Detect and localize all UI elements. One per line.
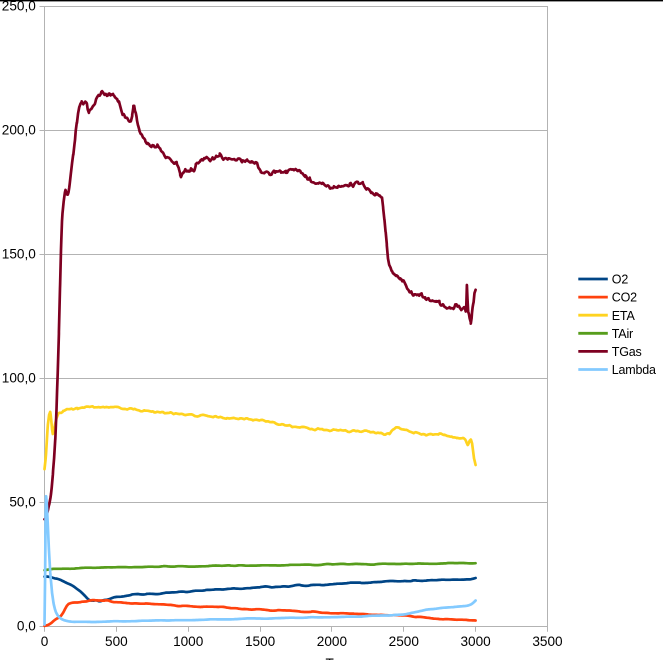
svg-text:ETA: ETA: [612, 309, 636, 323]
svg-text:500: 500: [105, 634, 128, 649]
svg-text:2000: 2000: [317, 634, 348, 649]
svg-text:T: T: [326, 656, 334, 660]
svg-text:2500: 2500: [389, 634, 420, 649]
svg-text:1000: 1000: [173, 634, 204, 649]
svg-text:TGas: TGas: [612, 345, 642, 359]
svg-text:150,0: 150,0: [2, 246, 36, 261]
svg-text:O2: O2: [612, 273, 629, 287]
svg-text:Lambda: Lambda: [612, 363, 656, 377]
svg-text:1500: 1500: [245, 634, 276, 649]
svg-text:200,0: 200,0: [2, 122, 36, 137]
svg-text:TAir: TAir: [612, 327, 633, 341]
svg-text:100,0: 100,0: [2, 370, 36, 385]
svg-text:3000: 3000: [460, 634, 491, 649]
svg-text:0: 0: [41, 634, 49, 649]
svg-text:50,0: 50,0: [9, 494, 36, 509]
svg-text:3500: 3500: [532, 634, 563, 649]
svg-text:CO2: CO2: [612, 291, 637, 305]
svg-text:250,0: 250,0: [2, 0, 36, 13]
svg-text:0,0: 0,0: [17, 618, 36, 633]
